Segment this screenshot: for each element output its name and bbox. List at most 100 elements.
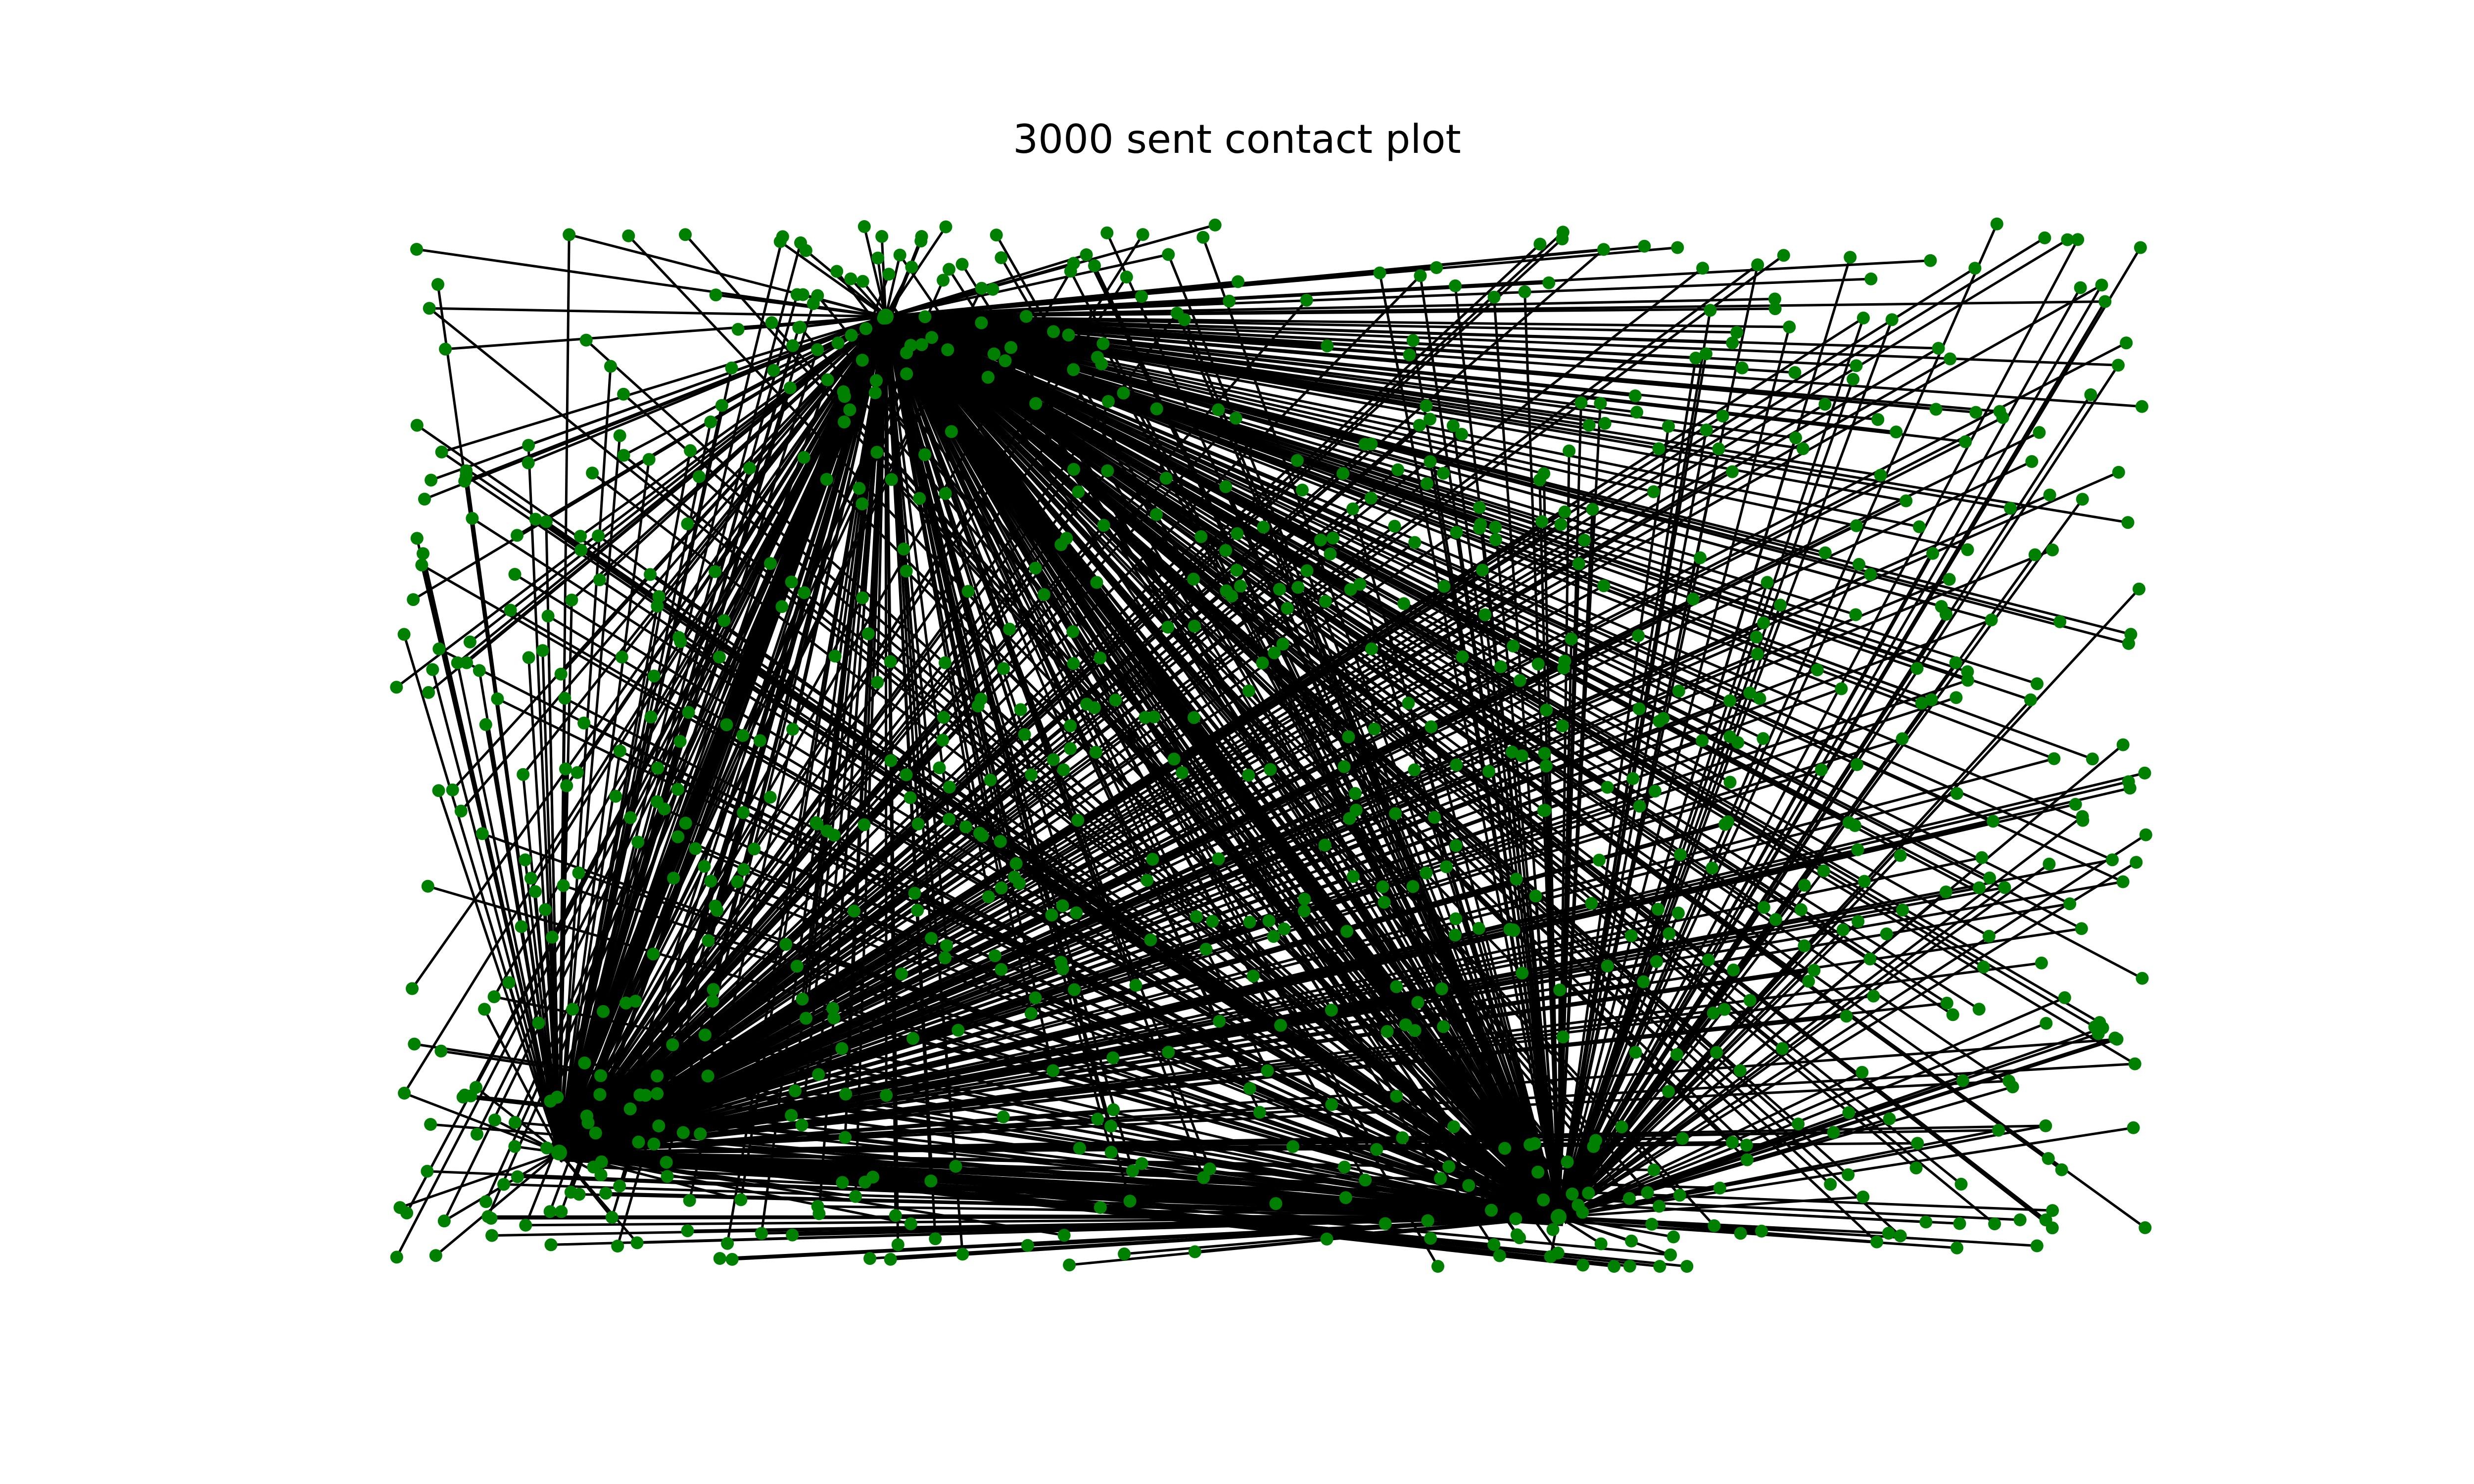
node	[1586, 503, 1599, 516]
node	[417, 547, 429, 560]
node	[1449, 912, 1463, 926]
node	[1403, 348, 1416, 362]
node	[390, 681, 403, 694]
node	[1704, 304, 1717, 317]
node	[799, 1012, 812, 1025]
edge	[1557, 287, 2082, 1218]
node	[479, 1195, 493, 1208]
node	[630, 1236, 644, 1250]
node	[1295, 483, 1309, 497]
edge	[1557, 867, 1713, 1218]
node	[555, 1205, 568, 1218]
node	[763, 790, 777, 804]
node	[956, 1248, 969, 1261]
node	[1234, 579, 1247, 593]
edge	[437, 790, 561, 1153]
node	[1788, 366, 1802, 379]
node	[424, 1118, 437, 1131]
node	[938, 951, 952, 965]
edge	[465, 475, 561, 1153]
node	[1585, 897, 1598, 910]
node	[1867, 989, 1880, 1003]
node	[1067, 257, 1080, 270]
node	[1556, 1030, 1570, 1044]
node	[1968, 262, 1982, 275]
node	[1842, 816, 1856, 829]
node	[1068, 983, 1081, 996]
node	[1261, 1064, 1274, 1077]
node	[1608, 1260, 1620, 1273]
edge	[1483, 614, 1560, 1217]
node	[597, 1005, 610, 1018]
node	[1808, 964, 1821, 977]
node	[1743, 994, 1757, 1007]
node	[2134, 241, 2147, 254]
node	[1943, 573, 1956, 586]
node	[1297, 904, 1311, 918]
edge	[885, 246, 1678, 318]
node	[871, 251, 885, 265]
node	[936, 734, 950, 747]
node	[1474, 517, 1487, 531]
node	[644, 568, 657, 581]
node	[1626, 772, 1640, 785]
node	[1509, 1212, 1522, 1225]
node	[650, 795, 664, 808]
node	[1601, 959, 1614, 973]
node	[1853, 557, 1865, 571]
node	[1582, 1186, 1595, 1200]
node	[2084, 388, 2097, 401]
node	[524, 872, 537, 885]
node	[1014, 703, 1027, 716]
node	[987, 347, 1000, 361]
node	[1129, 978, 1142, 992]
node	[1601, 781, 1614, 794]
node	[1625, 1234, 1638, 1248]
node	[1246, 970, 1260, 983]
node	[875, 230, 889, 243]
edge	[403, 316, 887, 1094]
node	[1232, 275, 1244, 288]
node	[767, 364, 780, 377]
node	[1673, 848, 1687, 861]
node	[2130, 856, 2143, 869]
edge	[559, 757, 2054, 1154]
node	[1435, 982, 1448, 995]
edge	[435, 1152, 560, 1257]
node	[1420, 399, 1433, 413]
edge	[779, 240, 887, 318]
node	[673, 735, 687, 748]
edge	[1407, 702, 1560, 1217]
node	[915, 230, 928, 243]
node	[1856, 1190, 1870, 1204]
node	[1757, 732, 1770, 745]
node	[2076, 814, 2090, 827]
node	[1487, 290, 1501, 304]
node	[689, 842, 702, 855]
node	[532, 1017, 545, 1030]
node	[1424, 413, 1436, 426]
edge	[885, 315, 1303, 491]
node	[2061, 233, 2074, 246]
node	[853, 482, 866, 495]
edge	[715, 293, 886, 318]
node	[651, 600, 664, 613]
node	[900, 768, 913, 782]
node	[508, 1140, 522, 1153]
node	[1539, 759, 1553, 773]
node	[811, 1200, 824, 1213]
node	[2002, 1074, 2016, 1088]
node	[1220, 584, 1233, 598]
node	[1344, 583, 1357, 596]
node	[1136, 228, 1149, 241]
edge	[558, 459, 651, 1153]
node	[939, 656, 952, 669]
edge	[885, 281, 1549, 318]
node	[1188, 711, 1201, 724]
node	[2076, 493, 2089, 506]
edge	[885, 315, 1964, 1082]
edge	[559, 881, 2124, 1154]
node	[1735, 361, 1749, 374]
node	[1924, 254, 1937, 267]
node	[1961, 665, 1974, 678]
